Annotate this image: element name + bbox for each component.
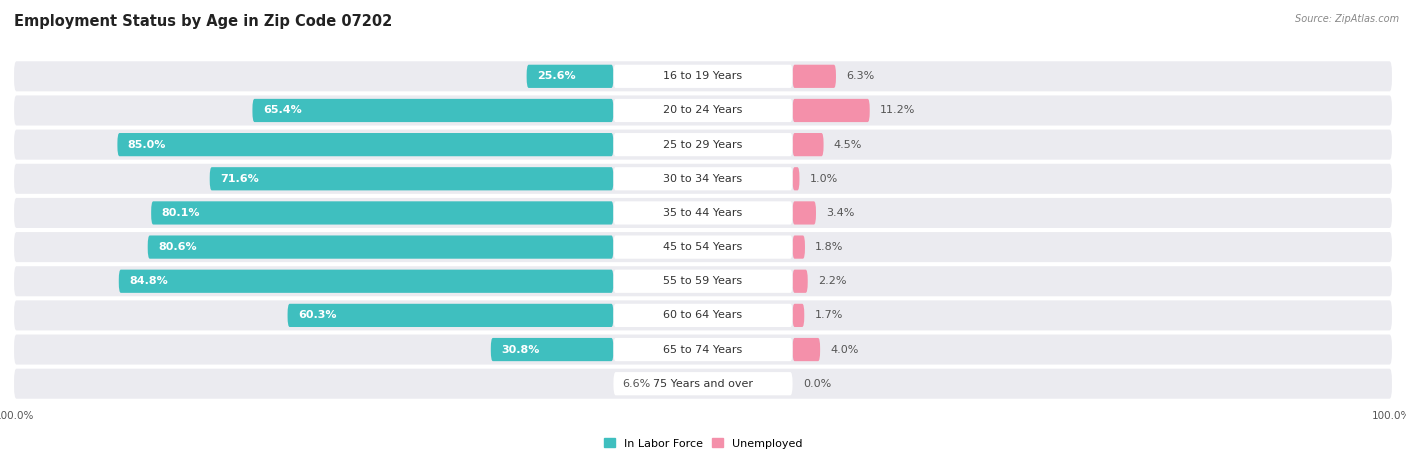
- FancyBboxPatch shape: [14, 232, 1392, 262]
- Text: 11.2%: 11.2%: [880, 106, 915, 115]
- Text: 1.7%: 1.7%: [814, 310, 844, 320]
- Text: 71.6%: 71.6%: [221, 174, 259, 184]
- Text: 30 to 34 Years: 30 to 34 Years: [664, 174, 742, 184]
- FancyBboxPatch shape: [613, 167, 793, 190]
- Text: 4.5%: 4.5%: [834, 140, 862, 150]
- FancyBboxPatch shape: [793, 270, 807, 293]
- FancyBboxPatch shape: [288, 304, 613, 327]
- FancyBboxPatch shape: [613, 99, 793, 122]
- FancyBboxPatch shape: [14, 164, 1392, 194]
- Text: 16 to 19 Years: 16 to 19 Years: [664, 71, 742, 81]
- Text: 6.6%: 6.6%: [623, 379, 651, 389]
- Text: 80.6%: 80.6%: [157, 242, 197, 252]
- Text: 1.0%: 1.0%: [810, 174, 838, 184]
- Text: 30.8%: 30.8%: [501, 345, 540, 354]
- FancyBboxPatch shape: [613, 270, 793, 293]
- FancyBboxPatch shape: [152, 201, 613, 225]
- FancyBboxPatch shape: [14, 300, 1392, 331]
- Text: 65 to 74 Years: 65 to 74 Years: [664, 345, 742, 354]
- FancyBboxPatch shape: [14, 96, 1392, 125]
- Text: 4.0%: 4.0%: [831, 345, 859, 354]
- Text: 35 to 44 Years: 35 to 44 Years: [664, 208, 742, 218]
- FancyBboxPatch shape: [613, 235, 793, 259]
- Text: 45 to 54 Years: 45 to 54 Years: [664, 242, 742, 252]
- Text: 84.8%: 84.8%: [129, 276, 167, 286]
- FancyBboxPatch shape: [14, 198, 1392, 228]
- FancyBboxPatch shape: [793, 133, 824, 156]
- FancyBboxPatch shape: [793, 235, 806, 259]
- FancyBboxPatch shape: [613, 64, 793, 88]
- FancyBboxPatch shape: [793, 64, 837, 88]
- Text: 2.2%: 2.2%: [818, 276, 846, 286]
- Text: 6.3%: 6.3%: [846, 71, 875, 81]
- FancyBboxPatch shape: [14, 368, 1392, 399]
- Text: 85.0%: 85.0%: [128, 140, 166, 150]
- FancyBboxPatch shape: [148, 235, 613, 259]
- Text: 75 Years and over: 75 Years and over: [652, 379, 754, 389]
- Text: 3.4%: 3.4%: [827, 208, 855, 218]
- FancyBboxPatch shape: [613, 201, 793, 225]
- Text: 20 to 24 Years: 20 to 24 Years: [664, 106, 742, 115]
- Text: 25.6%: 25.6%: [537, 71, 575, 81]
- FancyBboxPatch shape: [118, 270, 613, 293]
- Text: 60.3%: 60.3%: [298, 310, 336, 320]
- FancyBboxPatch shape: [253, 99, 613, 122]
- FancyBboxPatch shape: [14, 129, 1392, 160]
- FancyBboxPatch shape: [793, 338, 820, 361]
- FancyBboxPatch shape: [209, 167, 613, 190]
- Legend: In Labor Force, Unemployed: In Labor Force, Unemployed: [599, 434, 807, 451]
- Text: Source: ZipAtlas.com: Source: ZipAtlas.com: [1295, 14, 1399, 23]
- FancyBboxPatch shape: [793, 201, 815, 225]
- FancyBboxPatch shape: [793, 99, 870, 122]
- Text: 1.8%: 1.8%: [815, 242, 844, 252]
- FancyBboxPatch shape: [527, 64, 613, 88]
- Text: 60 to 64 Years: 60 to 64 Years: [664, 310, 742, 320]
- FancyBboxPatch shape: [613, 338, 793, 361]
- Text: 25 to 29 Years: 25 to 29 Years: [664, 140, 742, 150]
- FancyBboxPatch shape: [793, 304, 804, 327]
- FancyBboxPatch shape: [14, 266, 1392, 296]
- Text: 80.1%: 80.1%: [162, 208, 200, 218]
- FancyBboxPatch shape: [117, 133, 613, 156]
- FancyBboxPatch shape: [14, 61, 1392, 92]
- FancyBboxPatch shape: [613, 133, 793, 156]
- FancyBboxPatch shape: [14, 335, 1392, 364]
- FancyBboxPatch shape: [613, 372, 793, 396]
- Text: 65.4%: 65.4%: [263, 106, 301, 115]
- Text: Employment Status by Age in Zip Code 07202: Employment Status by Age in Zip Code 072…: [14, 14, 392, 28]
- Text: 0.0%: 0.0%: [803, 379, 831, 389]
- Text: 55 to 59 Years: 55 to 59 Years: [664, 276, 742, 286]
- FancyBboxPatch shape: [613, 304, 793, 327]
- FancyBboxPatch shape: [491, 338, 613, 361]
- FancyBboxPatch shape: [793, 167, 800, 190]
